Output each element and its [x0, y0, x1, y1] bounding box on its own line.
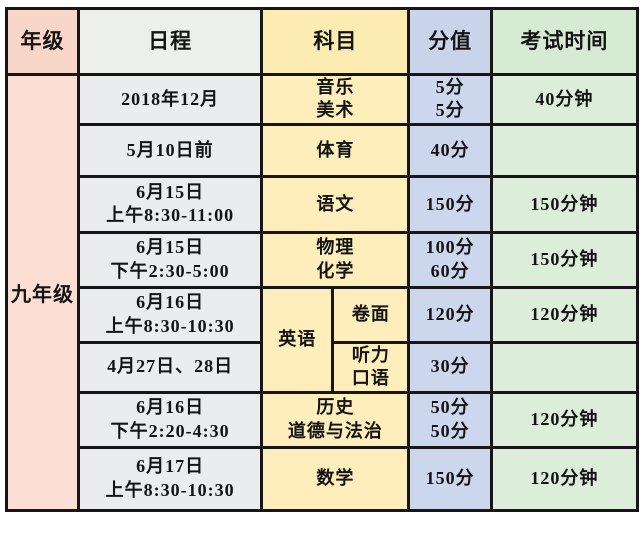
score-cell: 50分 50分	[407, 390, 493, 449]
subject-group-cell: 英语	[260, 285, 335, 394]
subject-cell: 物理 化学	[260, 230, 411, 289]
time-cell: 120分钟	[489, 445, 640, 512]
time-cell	[489, 340, 640, 394]
date-cell: 6月15日 下午2:30-5:00	[77, 230, 264, 289]
header-time: 考试时间	[489, 7, 640, 76]
subject-cell: 体育	[260, 122, 411, 178]
header-date: 日程	[77, 7, 264, 76]
subject-cell: 语文	[260, 174, 411, 234]
date-cell: 6月15日 上午8:30-11:00	[77, 174, 264, 234]
table-row: 6月16日 上午8:30-10:30 英语 卷面 120分 120分钟	[7, 285, 640, 394]
subject-sub-cell: 听力 口语	[331, 340, 411, 394]
date-cell: 4月27日、28日	[77, 340, 264, 394]
subject-cell: 音乐 美术	[260, 73, 411, 126]
time-cell: 150分钟	[489, 230, 640, 289]
table-row: 6月17日 上午8:30-10:30 数学 150分 120分钟	[7, 445, 640, 512]
table-row: 6月15日 上午8:30-11:00 语文 150分 150分钟	[7, 174, 640, 234]
subject-cell: 历史 道德与法治	[260, 390, 411, 449]
score-cell: 150分	[407, 445, 493, 512]
date-cell: 2018年12月	[77, 73, 264, 126]
table-row: 6月15日 下午2:30-5:00 物理 化学 100分 60分 150分钟	[7, 230, 640, 289]
score-cell: 40分	[407, 122, 493, 178]
header-subject: 科目	[260, 7, 411, 76]
header-grade: 年级	[4, 7, 81, 76]
table-row: 6月16日 下午2:20-4:30 历史 道德与法治 50分 50分 120分钟	[7, 390, 640, 449]
score-cell: 5分 5分	[407, 73, 493, 126]
table-row: 4月27日、28日 听力 口语 30分	[7, 340, 640, 394]
exam-schedule-table: 年级 日程 科目 分值 考试时间 九年级 2018年12月 音乐 美术 5分 5…	[4, 7, 640, 512]
table-row: 九年级 2018年12月 音乐 美术 5分 5分 40分钟	[4, 73, 640, 512]
time-cell	[489, 122, 640, 178]
date-cell: 6月16日 上午8:30-10:30	[77, 285, 264, 344]
grade-cell: 九年级	[4, 73, 81, 512]
score-cell: 100分 60分	[407, 230, 493, 289]
table-header-row: 年级 日程 科目 分值 考试时间	[4, 7, 640, 76]
table-row: 5月10日前 体育 40分	[7, 122, 640, 178]
date-cell: 6月16日 下午2:20-4:30	[77, 390, 264, 449]
score-cell: 150分	[407, 174, 493, 234]
score-cell: 120分	[407, 285, 493, 344]
score-cell: 30分	[407, 340, 493, 394]
date-cell: 6月17日 上午8:30-10:30	[77, 445, 264, 512]
time-cell: 40分钟	[489, 73, 640, 126]
time-cell: 150分钟	[489, 174, 640, 234]
date-cell: 5月10日前	[77, 122, 264, 178]
time-cell: 120分钟	[489, 285, 640, 344]
subject-sub-cell: 卷面	[331, 285, 411, 344]
header-score: 分值	[407, 7, 493, 76]
subject-cell: 数学	[260, 445, 411, 512]
time-cell: 120分钟	[489, 390, 640, 449]
